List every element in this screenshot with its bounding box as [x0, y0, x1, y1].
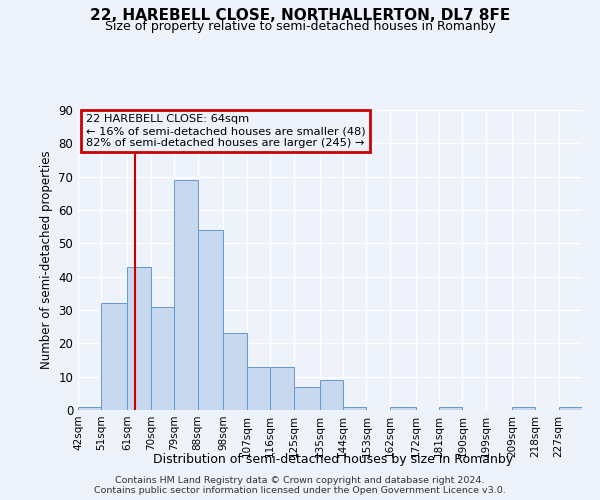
Bar	[343, 406, 367, 410]
Bar	[78, 406, 101, 410]
Y-axis label: Number of semi-detached properties: Number of semi-detached properties	[40, 150, 53, 370]
Bar	[101, 304, 127, 410]
Text: 22, HAREBELL CLOSE, NORTHALLERTON, DL7 8FE: 22, HAREBELL CLOSE, NORTHALLERTON, DL7 8…	[90, 8, 510, 22]
Bar	[320, 380, 343, 410]
Bar	[512, 406, 535, 410]
Text: 22 HAREBELL CLOSE: 64sqm
← 16% of semi-detached houses are smaller (48)
82% of s: 22 HAREBELL CLOSE: 64sqm ← 16% of semi-d…	[86, 114, 365, 148]
Bar	[174, 180, 197, 410]
Bar	[151, 306, 174, 410]
Bar	[439, 406, 463, 410]
Bar	[127, 266, 151, 410]
Text: Distribution of semi-detached houses by size in Romanby: Distribution of semi-detached houses by …	[153, 452, 513, 466]
Bar	[270, 366, 293, 410]
Text: Size of property relative to semi-detached houses in Romanby: Size of property relative to semi-detach…	[104, 20, 496, 33]
Bar	[247, 366, 270, 410]
Text: Contains HM Land Registry data © Crown copyright and database right 2024.: Contains HM Land Registry data © Crown c…	[115, 476, 485, 485]
Bar	[559, 406, 582, 410]
Bar	[197, 230, 223, 410]
Text: Contains public sector information licensed under the Open Government Licence v3: Contains public sector information licen…	[94, 486, 506, 495]
Bar	[390, 406, 416, 410]
Bar	[293, 386, 320, 410]
Bar	[223, 334, 247, 410]
